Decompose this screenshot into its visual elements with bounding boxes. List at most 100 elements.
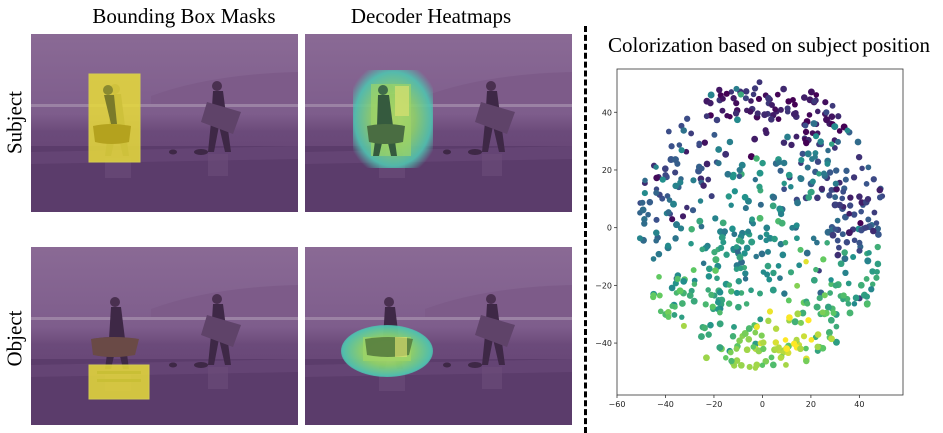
scatter-point [674, 275, 681, 283]
scatter-point [764, 262, 772, 270]
scatter-point [876, 194, 884, 201]
scatter-point [736, 173, 743, 180]
scatter-point [653, 229, 660, 237]
scatter-point [716, 289, 724, 296]
scatter-point [804, 150, 812, 158]
y-tick-label: 20 [602, 166, 612, 175]
object-row-label: Object [2, 310, 27, 367]
scatter-point [705, 273, 713, 280]
scatter-point [803, 258, 809, 265]
scatter-point [777, 354, 785, 361]
scatter-point [707, 91, 715, 99]
object-heatmap-panel [305, 247, 572, 425]
heatmap-column-title: Decoder Heatmaps [350, 4, 512, 28]
scatter-point [757, 234, 764, 241]
scatter-point [653, 216, 660, 223]
scatter-point [727, 349, 734, 356]
scatter-point [759, 159, 766, 167]
x-tick-label: −40 [657, 400, 674, 409]
scatter-point [813, 266, 819, 273]
scatter-point [733, 85, 740, 92]
scatter-point [863, 181, 870, 187]
scatter-point [705, 265, 713, 273]
scatter-point [731, 231, 738, 238]
scatter-point [639, 199, 646, 206]
scatter-point [752, 176, 759, 183]
scatter-point [734, 248, 741, 255]
scatter-point [653, 189, 660, 196]
scatter-point [757, 316, 764, 323]
scatter-point [845, 300, 852, 307]
scatter-point [825, 147, 831, 154]
scatter-point [850, 211, 858, 218]
scatter-point [696, 140, 703, 147]
scatter-point [794, 235, 800, 242]
y-tick-label: −20 [596, 281, 612, 290]
scatter-point [777, 210, 785, 218]
scatter-point [738, 290, 745, 296]
scatter-point [859, 165, 865, 172]
scatter-point [788, 183, 794, 190]
scatter-point [680, 322, 687, 329]
scatter-point [728, 288, 735, 295]
scatter-point [751, 135, 759, 143]
scatter-point [834, 217, 841, 224]
scatter-point [712, 267, 719, 274]
scatter-point [662, 171, 669, 179]
scatter-point [831, 144, 838, 151]
scatter-point [852, 294, 860, 302]
scatter-point [839, 231, 846, 238]
scatter-point [816, 295, 823, 302]
scatter-point [701, 324, 708, 332]
scatter-plot: −60 −40 −20 0 20 40 40 20 0 −20 −40 [596, 68, 904, 409]
scatter-point [794, 310, 802, 318]
scatter-point [820, 170, 828, 177]
scatter-point [876, 186, 884, 194]
scatter-point [746, 363, 753, 370]
scatter-point [833, 186, 840, 193]
scatter-point [707, 321, 714, 329]
scatter-point [756, 214, 764, 222]
scatter-point [800, 333, 808, 340]
scatter-point [832, 338, 840, 346]
scatter-point [729, 333, 737, 340]
scatter-point [779, 251, 787, 259]
scatter-point [699, 246, 706, 253]
scatter-point [804, 300, 811, 307]
scatter-point [810, 235, 817, 242]
scatter-point [814, 239, 820, 246]
scatter-point [703, 354, 710, 362]
scatter-point [819, 309, 826, 316]
scatter-point [850, 174, 858, 181]
scatter-point [871, 209, 878, 216]
scatter-point [874, 268, 880, 275]
scatter-point [869, 268, 876, 275]
scatter-point [851, 237, 858, 244]
scatter-point [689, 207, 697, 214]
scatter-point [797, 345, 804, 353]
scatter-point [715, 160, 722, 167]
scatter-point [742, 205, 749, 212]
scatter-point [657, 308, 664, 315]
scatter-point [840, 188, 846, 195]
scatter-point [703, 113, 710, 120]
scatter-point [745, 325, 753, 332]
scatter-point [869, 227, 877, 235]
scatter-point [780, 85, 787, 93]
scatter-point [679, 213, 687, 220]
scatter-point [735, 278, 743, 285]
scatter-point [671, 311, 678, 318]
scatter-point [814, 194, 821, 202]
scatter-point [855, 153, 863, 161]
scatter-point [684, 204, 690, 211]
scatter-point [688, 240, 694, 247]
scatter-point [787, 269, 795, 276]
scatter-point [785, 171, 793, 179]
scatter-point [669, 216, 676, 223]
scatter-point [724, 170, 732, 178]
scatter-point [701, 139, 708, 146]
scatter-point [790, 97, 796, 103]
scatter-point [698, 223, 705, 230]
scatter-point [823, 109, 830, 116]
scatter-point [688, 130, 695, 137]
